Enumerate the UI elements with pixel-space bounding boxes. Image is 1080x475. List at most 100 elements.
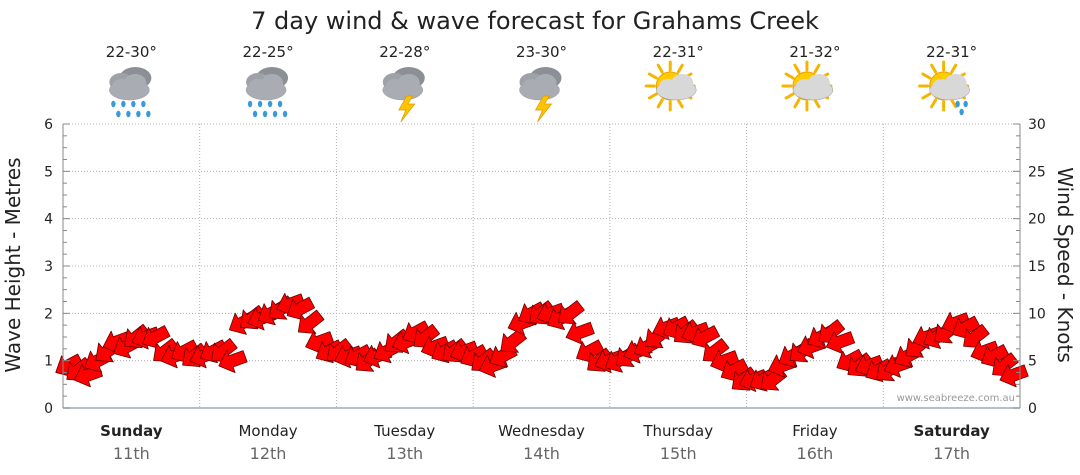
y-tick-label-left: 6 bbox=[44, 117, 53, 133]
rain-cloud-icon bbox=[245, 67, 289, 118]
sun-shower-icon bbox=[918, 60, 970, 116]
sun-ray bbox=[930, 98, 938, 109]
day-temperature: 22-31° bbox=[653, 43, 704, 61]
sun-ray bbox=[676, 63, 684, 74]
day-temperature: 22-25° bbox=[243, 43, 294, 61]
rain-drop bbox=[257, 100, 263, 108]
day-name: Tuesday bbox=[373, 422, 435, 440]
rain-drop bbox=[146, 110, 151, 118]
rain-drop bbox=[272, 110, 278, 118]
day-name: Thursday bbox=[642, 422, 713, 440]
y-tick-label-left: 2 bbox=[44, 306, 53, 322]
wind-arrow bbox=[825, 330, 856, 355]
wind-arrow bbox=[297, 309, 325, 334]
day-date: 13th bbox=[386, 444, 423, 463]
sun-ray bbox=[813, 98, 821, 109]
storm-cloud-icon bbox=[382, 67, 425, 123]
rain-drop bbox=[252, 110, 258, 118]
day-date: 14th bbox=[523, 444, 560, 463]
day-date: 16th bbox=[797, 444, 834, 463]
y-tick-label-right: 0 bbox=[1028, 401, 1037, 417]
cloud-puff bbox=[522, 79, 541, 93]
sun-ray bbox=[656, 63, 664, 74]
sun-ray bbox=[647, 92, 658, 100]
day-temperature: 22-30° bbox=[106, 43, 157, 61]
y-tick-label-left: 1 bbox=[44, 354, 53, 370]
wind-arrow-shape bbox=[825, 330, 856, 355]
chart-title: 7 day wind & wave forecast for Grahams C… bbox=[251, 7, 819, 35]
credit-text: www.seabreeze.com.au bbox=[897, 393, 1015, 404]
partly-sunny-icon bbox=[781, 60, 834, 112]
sun-ray bbox=[930, 63, 938, 74]
y-axis-right-label: Wind Speed - Knots bbox=[1053, 167, 1077, 363]
cloud-puff bbox=[385, 79, 404, 93]
sun-ray bbox=[656, 98, 664, 109]
sun-ray bbox=[784, 92, 795, 100]
day-name: Friday bbox=[792, 422, 838, 440]
day-temperature: 22-31° bbox=[926, 43, 977, 61]
wind-arrow bbox=[999, 363, 1029, 388]
rain-drop bbox=[267, 100, 273, 108]
wind-arrow-shape bbox=[218, 349, 248, 374]
y-tick-label-left: 4 bbox=[44, 212, 53, 228]
rain-drop bbox=[136, 110, 141, 118]
y-tick-label-right: 10 bbox=[1028, 306, 1046, 322]
rain-drop bbox=[116, 110, 121, 118]
rain-cloud-icon bbox=[109, 67, 152, 118]
day-name: Monday bbox=[238, 422, 297, 440]
storm-cloud-icon bbox=[519, 67, 562, 123]
y-tick-label-right: 5 bbox=[1028, 354, 1037, 370]
sun-ray bbox=[784, 72, 795, 80]
rain-drop bbox=[131, 100, 136, 108]
partly-sunny-icon bbox=[644, 60, 697, 112]
rain-drop bbox=[282, 110, 288, 118]
cloud-puff bbox=[795, 79, 814, 93]
lightning-bolt bbox=[534, 95, 553, 123]
rain-drop bbox=[262, 110, 268, 118]
sun-ray bbox=[793, 63, 801, 74]
y-tick-label-left: 3 bbox=[44, 259, 53, 275]
y-tick-label-right: 30 bbox=[1028, 117, 1046, 133]
cloud-puff bbox=[112, 79, 131, 93]
day-temperature: 22-28° bbox=[379, 43, 430, 61]
sun-ray bbox=[813, 63, 821, 74]
sun-ray bbox=[950, 98, 958, 109]
wind-arrow-shape bbox=[565, 321, 595, 345]
cloud-puff bbox=[659, 79, 678, 93]
day-temperature: 21-32° bbox=[789, 43, 840, 61]
wind-arrow-shape bbox=[558, 300, 585, 325]
rain-drop bbox=[141, 100, 146, 108]
rain-drop bbox=[955, 100, 960, 108]
y-tick-label-left: 0 bbox=[44, 401, 53, 417]
sun-ray bbox=[921, 72, 932, 80]
day-date: 12th bbox=[250, 444, 287, 463]
wind-arrow-shape bbox=[297, 309, 325, 334]
day-name: Wednesday bbox=[498, 422, 585, 440]
rain-drop bbox=[963, 100, 968, 108]
day-name: Sunday bbox=[100, 422, 163, 440]
y-tick-label-left: 5 bbox=[44, 164, 53, 180]
day-date: 15th bbox=[660, 444, 697, 463]
wind-arrow bbox=[558, 300, 585, 325]
cloud-puff bbox=[249, 79, 268, 93]
cloud-puff bbox=[932, 79, 951, 93]
sun-ray bbox=[793, 98, 801, 109]
rain-drop bbox=[277, 100, 283, 108]
sun-ray bbox=[647, 72, 658, 80]
wind-arrow bbox=[218, 349, 248, 374]
sun-ray bbox=[676, 98, 684, 109]
day-date: 11th bbox=[113, 444, 150, 463]
y-tick-label-right: 25 bbox=[1028, 164, 1046, 180]
wind-arrow-shape bbox=[999, 363, 1029, 388]
lightning-bolt bbox=[398, 95, 416, 123]
wind-arrow bbox=[565, 321, 595, 345]
rain-drop bbox=[247, 100, 253, 108]
y-axis-left-label: Wave Height - Metres bbox=[1, 157, 25, 372]
rain-drop bbox=[126, 110, 131, 118]
rain-drop bbox=[959, 108, 964, 116]
rain-drop bbox=[121, 100, 126, 108]
day-temperature: 23-30° bbox=[516, 43, 567, 61]
y-tick-label-right: 15 bbox=[1028, 259, 1046, 275]
sun-ray bbox=[950, 63, 958, 74]
